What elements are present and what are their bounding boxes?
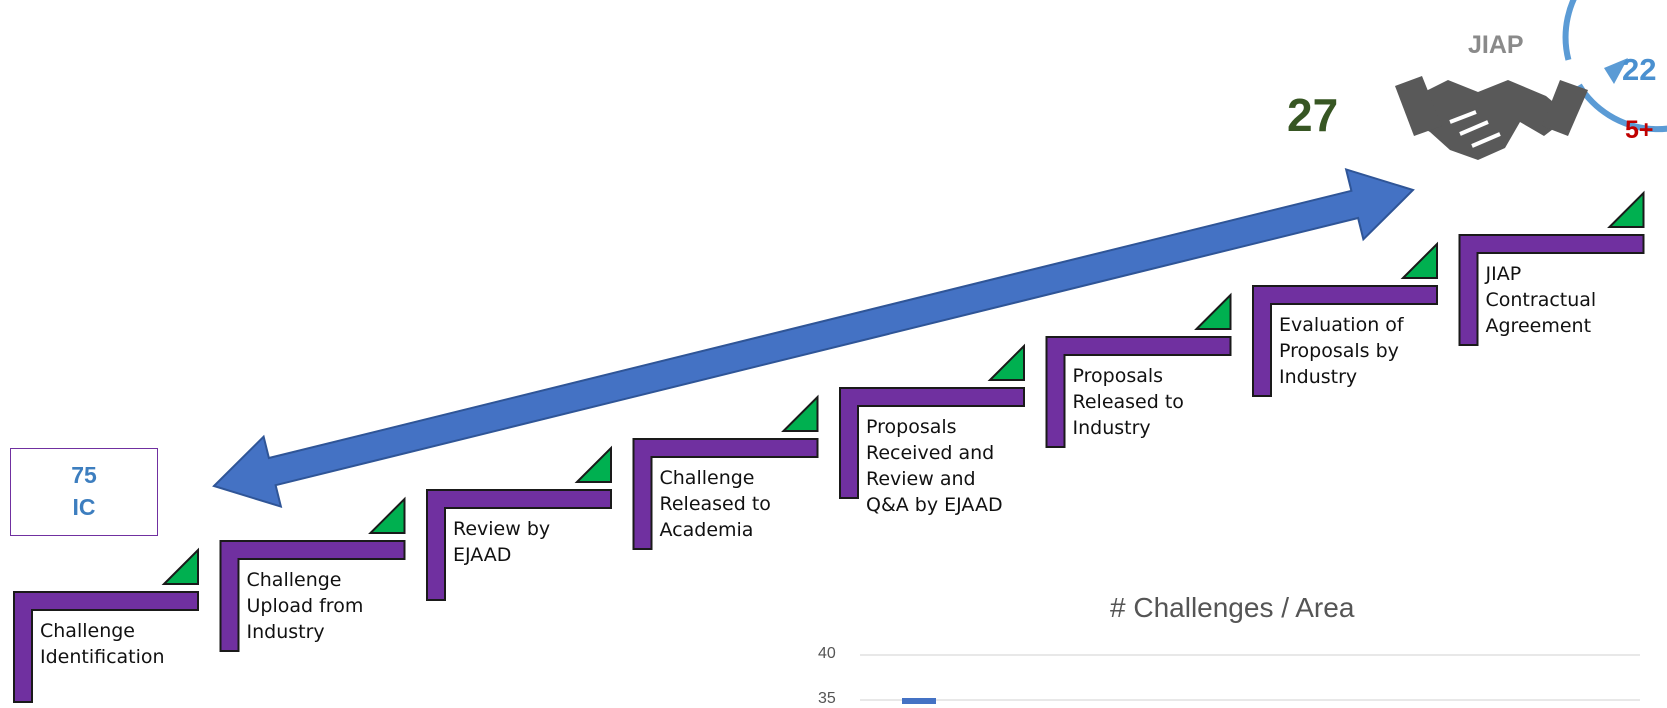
step-label-line: Industry xyxy=(1279,366,1358,388)
ic-count-value: 75 xyxy=(71,462,97,488)
step-label-line: Industry xyxy=(246,621,325,643)
step-label-line: Evaluation of xyxy=(1279,314,1404,336)
step-label-line: Challenge xyxy=(246,569,342,591)
double-arrow-shape xyxy=(212,167,1415,509)
step-triangle xyxy=(781,394,819,432)
step-label-line: Received and xyxy=(866,442,995,464)
step-label-line: Challenge xyxy=(40,620,135,642)
step-label: Challenge Upload from Industry xyxy=(247,567,364,645)
step-label-line: Proposals xyxy=(866,416,957,438)
step-label-line: Challenge xyxy=(659,467,755,489)
step-triangle xyxy=(368,496,406,534)
y-tick-label: 40 xyxy=(818,645,836,662)
handshake-cuff-right xyxy=(1542,80,1588,136)
step-triangle xyxy=(1400,241,1438,279)
step-bracket xyxy=(1045,336,1232,448)
step-triangle xyxy=(1194,292,1232,330)
step-label: Proposals Received and Review and Q&A by EJ… xyxy=(866,414,1003,518)
step-bracket xyxy=(1252,285,1438,397)
step-bracket xyxy=(13,591,199,703)
step-bracket xyxy=(219,540,406,652)
jiap-count-blue: 22 xyxy=(1622,52,1657,87)
step-label-line: Academia xyxy=(659,519,754,541)
step-label: Proposals Released to Industry xyxy=(1073,363,1184,441)
handshake-fingers xyxy=(1449,110,1501,148)
step-label-line: EJAAD xyxy=(453,544,512,566)
handshake-icon xyxy=(1416,80,1570,160)
step-bracket xyxy=(426,489,612,601)
step-label-line: Review and xyxy=(866,468,976,490)
step-label-line: Released to xyxy=(1072,391,1184,413)
step-label-line: Industry xyxy=(1072,417,1151,439)
step-triangle xyxy=(1607,190,1645,228)
double-arrow xyxy=(212,167,1415,509)
step-bracket xyxy=(1458,234,1645,346)
step-label-line: Contractual xyxy=(1485,289,1597,311)
step-triangle xyxy=(987,343,1025,381)
step-label: Challenge Released to Academia xyxy=(660,465,771,543)
step-bracket xyxy=(839,387,1025,499)
jiap-ring-arrowhead xyxy=(1604,58,1628,84)
jiap-ring xyxy=(1562,0,1667,133)
ic-count-label: IC xyxy=(72,494,96,520)
step-label-line: Review by xyxy=(453,518,551,540)
step-label: Challenge Identification xyxy=(40,618,165,670)
step-label-line: Identification xyxy=(40,646,165,668)
step-triangle xyxy=(574,445,612,483)
step-label: Review by EJAAD xyxy=(453,516,550,568)
ic-count-box: 75 IC xyxy=(10,448,158,536)
jiap-count-red: 5+ xyxy=(1625,116,1654,144)
chart-title: # Challenges / Area xyxy=(1110,592,1355,623)
jiap-logo-title: JIAP xyxy=(1468,31,1524,59)
step-label-line: JIAP xyxy=(1485,263,1522,285)
step-bracket xyxy=(632,438,819,550)
chart-bar xyxy=(902,698,936,704)
step-triangle xyxy=(161,547,199,585)
handshake-cuff-left xyxy=(1395,76,1442,136)
step-label: JIAP Contractual Agreement xyxy=(1486,261,1597,339)
step-label-line: Proposals xyxy=(1072,365,1164,387)
step-label: Evaluation of Proposals by Industry xyxy=(1279,312,1404,390)
total-count: 27 xyxy=(1287,89,1339,141)
step-label-line: Released to xyxy=(659,493,771,515)
step-label-line: Proposals by xyxy=(1279,340,1399,362)
step-label-line: Q&A by EJAAD xyxy=(866,494,1003,516)
y-tick-label: 35 xyxy=(818,690,836,707)
step-label-line: Upload from xyxy=(246,595,364,617)
step-label-line: Agreement xyxy=(1485,315,1592,337)
